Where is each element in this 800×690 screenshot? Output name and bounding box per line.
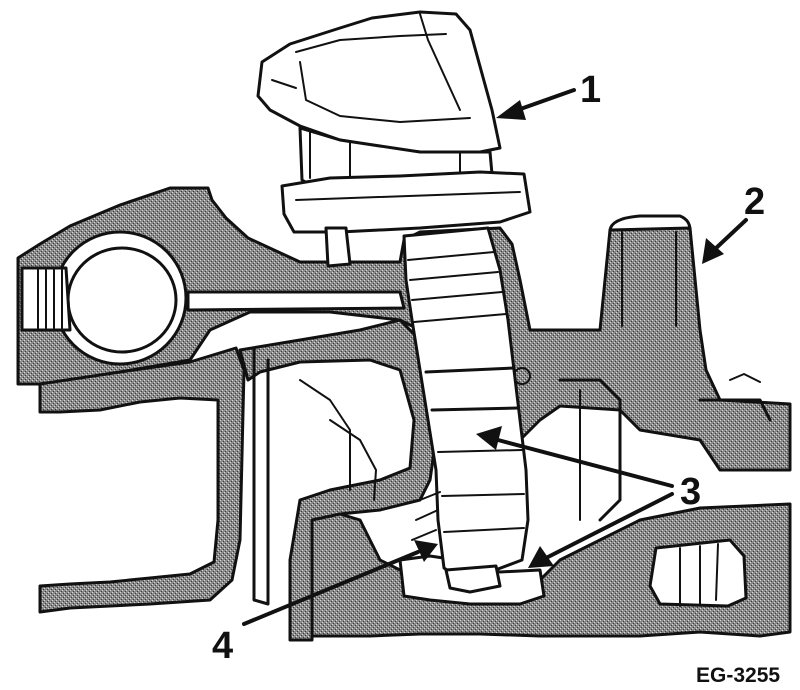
injector-nozzle: [444, 564, 502, 594]
injector-connector: [256, 10, 502, 156]
arrowhead-1: [496, 100, 526, 120]
camshaft-bore-inner: [66, 246, 178, 354]
head-outline-details: [252, 214, 772, 606]
callout-3: 3: [680, 471, 701, 513]
leader-3a: [496, 438, 674, 488]
injector-spacer: [324, 226, 352, 268]
arrowhead-3a: [476, 426, 502, 450]
oil-gallery: [186, 290, 406, 312]
callout-2: 2: [744, 181, 765, 223]
figure-code: EG-3255: [696, 664, 780, 687]
injector-flange: [280, 170, 532, 234]
leader-2: [712, 218, 748, 252]
injector-assembly: [256, 10, 532, 594]
arrowhead-4: [414, 540, 438, 562]
arrowhead-3b: [528, 546, 554, 568]
callout-1: 1: [580, 69, 601, 111]
heat-shield-washer: [411, 491, 441, 541]
coolant-pocket: [648, 538, 748, 608]
callout-4: 4: [212, 625, 233, 667]
arrowhead-2: [702, 238, 724, 264]
leader-arrows: [242, 88, 748, 626]
cylinder-head-section: [16, 186, 792, 642]
head-left-flange: [38, 346, 246, 614]
leader-4: [242, 550, 420, 626]
leader-3b: [544, 492, 674, 560]
